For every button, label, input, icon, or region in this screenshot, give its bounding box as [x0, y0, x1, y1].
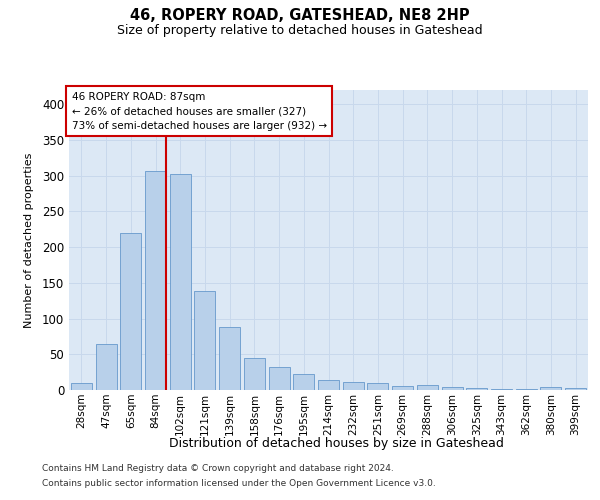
Text: 46, ROPERY ROAD, GATESHEAD, NE8 2HP: 46, ROPERY ROAD, GATESHEAD, NE8 2HP: [130, 8, 470, 22]
Y-axis label: Number of detached properties: Number of detached properties: [23, 152, 34, 328]
Bar: [466, 388, 487, 390]
Bar: [491, 388, 512, 390]
Bar: [417, 385, 438, 390]
Bar: [565, 388, 586, 390]
Bar: [194, 292, 215, 390]
Bar: [367, 383, 388, 390]
Bar: [293, 374, 314, 390]
Bar: [71, 383, 92, 390]
Bar: [145, 170, 166, 390]
Bar: [120, 233, 141, 390]
Text: Contains public sector information licensed under the Open Government Licence v3: Contains public sector information licen…: [42, 479, 436, 488]
Bar: [269, 367, 290, 390]
Bar: [442, 387, 463, 390]
Bar: [244, 358, 265, 390]
Text: 46 ROPERY ROAD: 87sqm
← 26% of detached houses are smaller (327)
73% of semi-det: 46 ROPERY ROAD: 87sqm ← 26% of detached …: [71, 92, 327, 131]
Bar: [392, 386, 413, 390]
Text: Distribution of detached houses by size in Gateshead: Distribution of detached houses by size …: [169, 438, 503, 450]
Bar: [318, 380, 339, 390]
Text: Size of property relative to detached houses in Gateshead: Size of property relative to detached ho…: [117, 24, 483, 37]
Bar: [95, 344, 116, 390]
Bar: [343, 382, 364, 390]
Bar: [219, 327, 240, 390]
Bar: [541, 387, 562, 390]
Bar: [170, 174, 191, 390]
Text: Contains HM Land Registry data © Crown copyright and database right 2024.: Contains HM Land Registry data © Crown c…: [42, 464, 394, 473]
